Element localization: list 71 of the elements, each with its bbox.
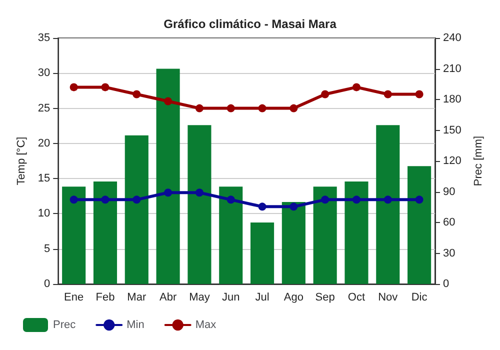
bar [408, 166, 432, 284]
point [164, 97, 172, 106]
y-tick-label: 15 [38, 172, 50, 185]
x-tick-label: Abr [159, 292, 177, 304]
x-tick-label: Jun [222, 292, 240, 304]
x-tick-label: Jul [255, 292, 270, 304]
y2-tick-label: 240 [443, 32, 462, 44]
x-tick-label: Oct [348, 292, 366, 304]
point [226, 104, 235, 112]
y-tick-label: 35 [38, 32, 50, 44]
y2-tick-label: 90 [443, 186, 456, 198]
bar [156, 68, 180, 284]
y2-tick-label: 60 [443, 216, 456, 228]
y-axis-title: Temp [°C] [16, 136, 28, 186]
bar [376, 125, 400, 284]
point [384, 90, 392, 98]
legend-label: Max [195, 319, 217, 331]
x-tick-label: Ago [284, 292, 304, 304]
point [70, 196, 78, 204]
bar [344, 182, 368, 284]
bar [219, 186, 243, 284]
bar [188, 125, 212, 284]
point [101, 196, 110, 204]
point [290, 202, 298, 211]
chart-title: Gráfico climático - Masai Mara [164, 17, 337, 31]
y2-tick-label: 0 [443, 278, 450, 290]
y2-tick-label: 180 [443, 94, 462, 106]
point [384, 196, 392, 204]
y-tick-label: 10 [38, 208, 50, 220]
y-tick-label: 0 [44, 278, 50, 290]
point [195, 188, 204, 197]
x-tick-label: Ene [64, 292, 84, 304]
x-tick-label: Feb [96, 292, 115, 304]
bar [282, 202, 306, 284]
point [132, 196, 141, 204]
point [321, 196, 330, 204]
point [415, 196, 424, 204]
y-tick-label: 20 [38, 137, 50, 150]
y2-tick-label: 120 [443, 155, 462, 167]
x-tick-label: Nov [378, 292, 398, 304]
point [415, 90, 424, 98]
y-tick-label: 25 [38, 102, 50, 114]
y2-tick-label: 30 [443, 247, 456, 260]
y-tick-label: 5 [44, 242, 50, 255]
bar [93, 182, 118, 284]
point [352, 83, 360, 92]
legend-label: Prec [53, 319, 76, 331]
point [352, 196, 360, 204]
point [70, 83, 78, 92]
point [290, 104, 298, 112]
y2-tick-label: 150 [443, 124, 462, 136]
x-tick-label: May [189, 292, 210, 304]
bar [313, 186, 337, 284]
point [258, 104, 266, 112]
x-tick-label: Dic [411, 292, 428, 304]
point [258, 202, 266, 211]
point [101, 83, 110, 92]
bar [62, 186, 86, 284]
y2-tick-label: 210 [443, 62, 462, 75]
bar [124, 135, 148, 284]
x-tick-label: Mar [127, 292, 146, 304]
bar [250, 222, 274, 284]
point [321, 90, 330, 98]
point [164, 188, 172, 197]
legend-label: Min [126, 319, 144, 331]
point [132, 90, 141, 98]
point [195, 104, 204, 112]
point [226, 196, 235, 204]
x-tick-label: Sep [315, 292, 335, 304]
y2-axis-title: Prec [mm] [472, 136, 484, 186]
y-tick-label: 30 [38, 67, 50, 80]
